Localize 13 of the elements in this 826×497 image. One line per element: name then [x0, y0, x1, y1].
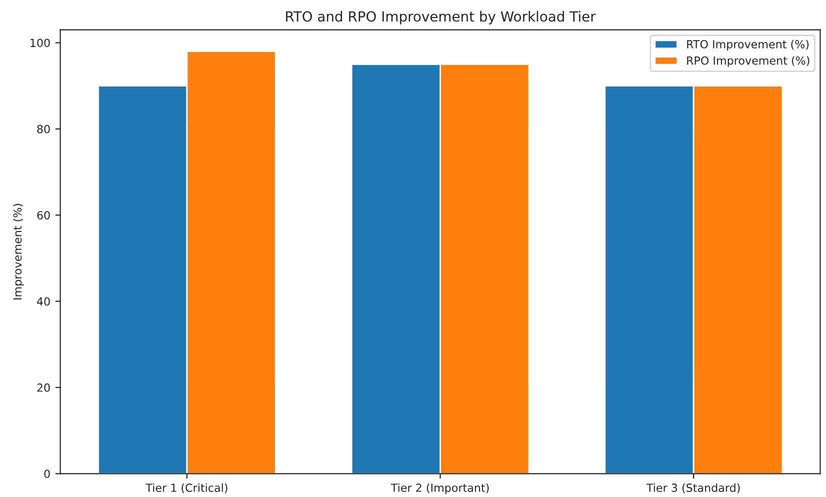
y-tick-label: 60 [37, 211, 50, 220]
legend-label: RTO Improvement (%) [687, 40, 809, 51]
x-tick-label: Tier 2 (Important) [390, 483, 489, 494]
chart-title: RTO and RPO Improvement by Workload Tier [286, 10, 596, 24]
x-tick-label: Tier 1 (Critical) [146, 483, 228, 494]
y-tick-label: 80 [37, 124, 50, 134]
y-tick-label: 0 [44, 470, 50, 478]
y-axis-title: Improvement (%) [13, 204, 24, 300]
y-tick-label: 20 [37, 383, 50, 392]
y-tick-label: 40 [36, 297, 50, 306]
legend-label: RPO Improvement (%) [687, 56, 810, 67]
y-tick-label: 100 [30, 38, 50, 48]
x-tick-label: Tier 3 (Standard) [646, 483, 740, 494]
